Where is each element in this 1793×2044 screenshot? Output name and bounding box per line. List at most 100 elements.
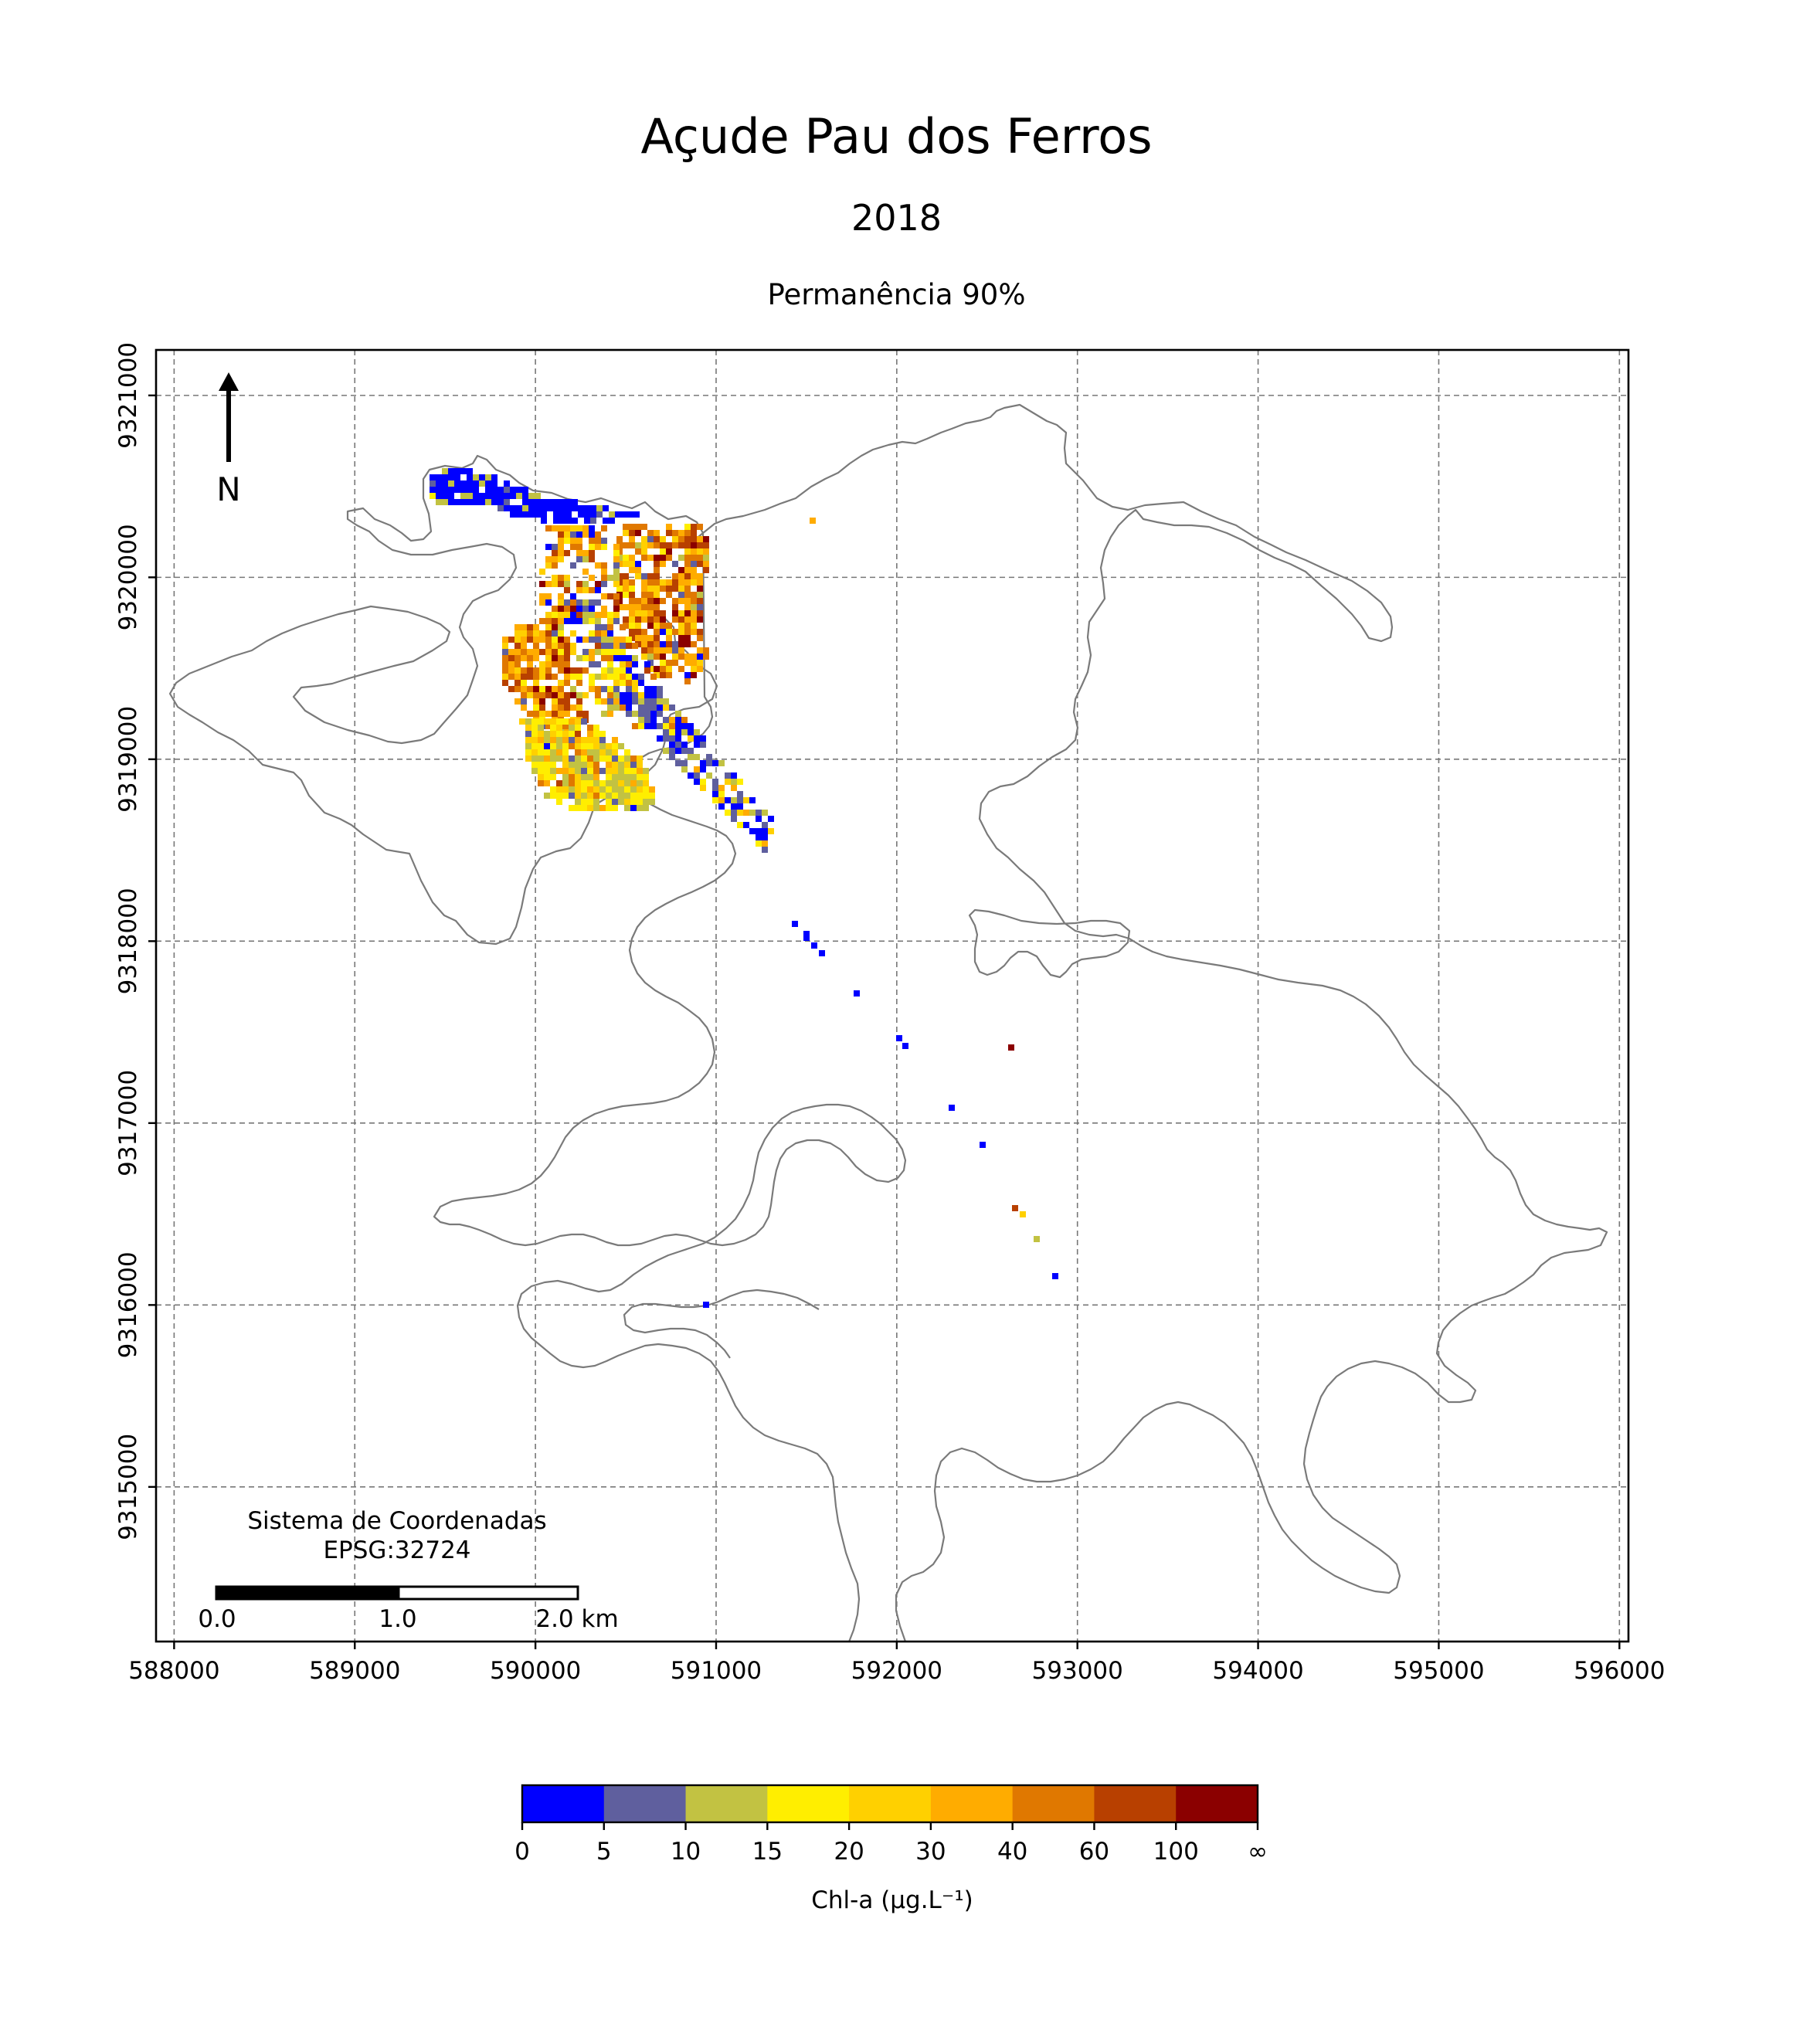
raster-cell [564,692,570,698]
raster-cell [581,786,587,793]
raster-cell [569,762,575,768]
raster-cell [697,536,703,542]
raster-cell [654,586,660,592]
raster-cell [527,655,533,661]
raster-cell [558,599,564,606]
raster-cell [575,743,581,749]
raster-cell [684,610,691,616]
raster-cell [539,711,545,717]
raster-cell [531,768,538,774]
raster-cell [558,606,564,612]
raster-cell [613,562,620,569]
raster-cell [626,680,632,686]
raster-cell [582,667,589,674]
raster-cell [562,718,569,725]
raster-cell [630,805,637,811]
raster-cell [641,598,647,604]
raster-cell [576,618,582,624]
raster-cell [623,555,629,561]
raster-cell [454,474,460,480]
raster-cell [525,731,531,737]
crs-line-2: EPSG:32724 [323,1536,470,1564]
raster-cell [575,718,581,725]
colorbar-segment [930,1785,1014,1822]
raster-cell [684,586,691,592]
raster-cell [430,487,436,493]
raster-cell [637,786,643,793]
raster-cell [613,569,620,575]
raster-cell [522,511,528,518]
raster-cell [575,762,581,768]
raster-cell [697,629,703,635]
raster-cell [666,592,672,598]
raster-cell [647,616,654,623]
colorbar-tick-label: 0 [514,1838,530,1866]
raster-cell [666,542,672,548]
raster-cell [570,612,576,618]
raster-cell [601,637,607,643]
colorbar-segment [849,1785,932,1822]
raster-cell [599,793,606,799]
colorbar-tick-label: 40 [997,1838,1027,1866]
raster-cell [527,674,533,680]
raster-cell [688,735,694,742]
raster-cell [647,542,654,548]
raster-cell [669,729,675,735]
raster-cell [630,799,637,805]
raster-cell [539,569,545,575]
raster-cell [599,731,606,737]
raster-cell [508,649,514,655]
raster-cell [558,698,564,705]
raster-cell [485,480,491,487]
raster-cell [660,579,666,586]
raster-cell [596,505,603,511]
raster-cell [657,692,663,698]
raster-cell [570,674,576,680]
raster-cell [545,593,552,599]
raster-cell [576,655,582,661]
raster-cell [589,606,595,612]
raster-cell [607,692,613,698]
raster-cell [703,654,709,660]
raster-cell [559,511,565,518]
raster-cell [535,493,541,499]
raster-cell [430,474,436,480]
raster-cell [618,755,624,762]
raster-cell [643,780,649,786]
raster-cell [547,499,553,505]
raster-cell [479,474,485,480]
raster-cell [603,518,609,524]
map-grid [156,350,1628,1642]
raster-cell [552,686,558,692]
raster-cell [672,573,678,579]
raster-cell [629,561,635,567]
raster-cell [552,705,558,711]
raster-cell [593,762,599,768]
y-tick-label: 9319000 [114,706,142,813]
raster-cell [768,828,774,834]
raster-cell [581,743,587,749]
raster-cell [581,774,587,780]
raster-cell [502,667,508,674]
x-tick-label: 594000 [1212,1657,1303,1685]
raster-cell [552,612,558,618]
raster-cell [587,768,593,774]
raster-cell [756,810,762,816]
raster-cell [589,661,595,667]
raster-cell [688,772,694,779]
raster-cell [562,737,569,743]
raster-cell [582,655,589,661]
raster-cell [589,575,595,581]
raster-cell [641,641,647,647]
raster-cell [684,678,691,684]
raster-cell [688,748,694,754]
raster-cell [545,655,552,661]
raster-cell [545,630,552,637]
raster-cell [618,762,624,768]
raster-cell [430,493,436,499]
raster-cell [544,762,550,768]
raster-cell [694,779,700,785]
raster-cell [545,618,552,624]
raster-cell [731,797,737,803]
raster-cell [691,604,697,610]
